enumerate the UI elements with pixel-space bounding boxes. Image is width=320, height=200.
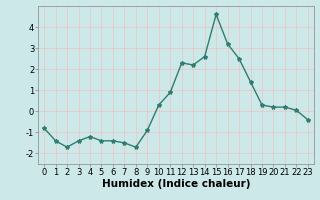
X-axis label: Humidex (Indice chaleur): Humidex (Indice chaleur): [102, 179, 250, 189]
